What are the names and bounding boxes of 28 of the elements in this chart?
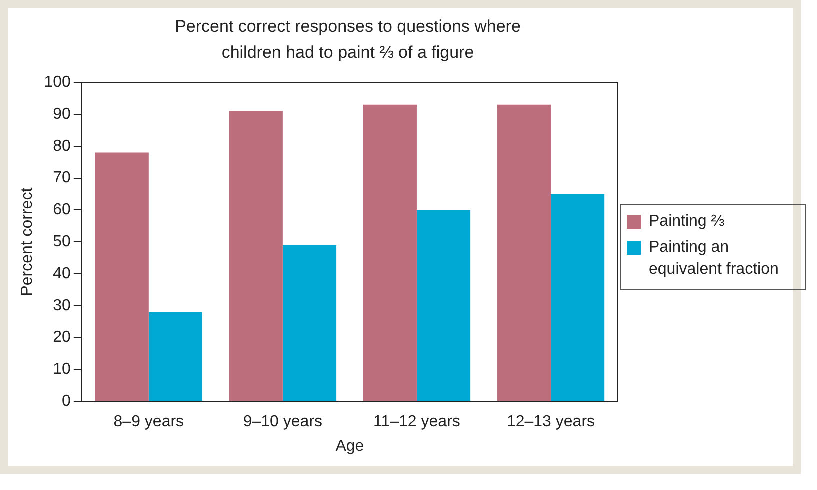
y-tick-label: 40 [53,265,71,282]
x-tick-label: 8–9 years [114,414,184,431]
bar [550,194,605,402]
bar [95,152,149,402]
y-tick-label: 90 [53,106,71,123]
y-tick-label: 30 [53,297,71,314]
y-tick-label: 60 [53,202,71,219]
y-tick-label: 10 [53,361,71,378]
y-tick-label: 50 [53,234,71,251]
y-tick-label: 70 [53,170,71,187]
x-axis-title: Age [336,438,364,455]
bar [497,104,551,402]
bar [229,111,283,402]
x-tick-label: 11–12 years [374,414,460,431]
bar [148,312,203,402]
bar [363,104,417,402]
x-tick-label: 9–10 years [243,414,323,431]
y-tick-label: 80 [53,138,71,155]
chart-title: Percent correct responses to questions where children had to paint ⅔ of a figure [174,16,522,64]
y-tick-label: 100 [44,74,71,92]
bar [416,210,471,402]
legend-label: Painting ⅔ [649,212,725,232]
legend-label: Painting an equivalent fraction [649,238,780,280]
y-tick-label: 20 [53,329,71,346]
bar [282,245,337,402]
y-axis-title: Percent correct [19,187,36,296]
y-tick-label: 0 [62,393,71,410]
x-tick-label: 12–13 years [506,414,596,431]
